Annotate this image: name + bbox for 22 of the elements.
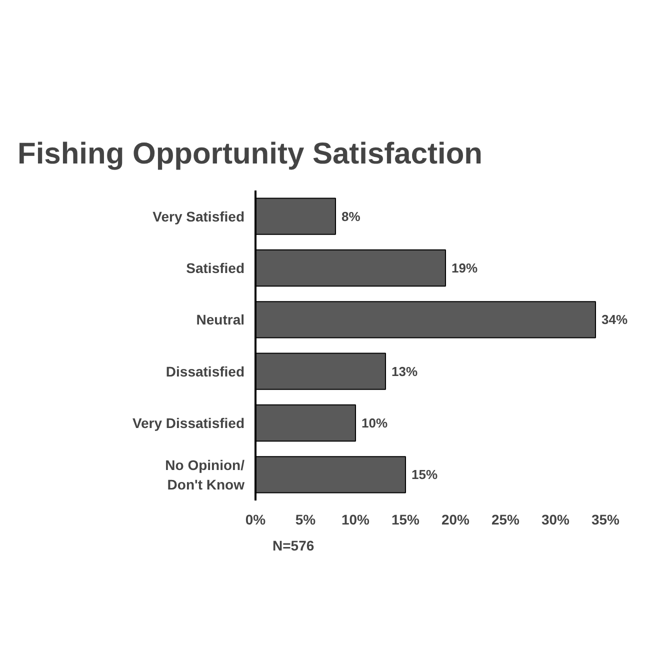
data-label: 8%	[342, 208, 361, 224]
x-tick-label: 25%	[491, 512, 520, 528]
data-label: 19%	[452, 260, 478, 276]
data-label: 34%	[602, 312, 628, 328]
x-tick-label: 10%	[341, 512, 370, 528]
data-label: 15%	[412, 467, 438, 482]
x-tick-label: 0%	[245, 512, 266, 528]
chart-title: Fishing Opportunity Satisfaction	[18, 138, 482, 170]
data-label: 13%	[392, 364, 418, 379]
y-tick-label: Neutral	[196, 312, 244, 328]
y-tick-label: Satisfied	[186, 260, 245, 276]
x-tick-label: 35%	[591, 512, 620, 528]
y-tick-label: Very Satisfied	[152, 208, 244, 224]
x-tick-label: 5%	[295, 512, 316, 528]
x-tick-label: 30%	[541, 512, 570, 528]
y-tick-label: Very Dissatisfied	[132, 415, 244, 431]
data-label: 10%	[362, 416, 388, 430]
y-tick-label: No Opinion/ Don't Know	[165, 457, 245, 492]
y-tick-label: Dissatisfied	[166, 363, 245, 380]
x-tick-label: 20%	[441, 512, 470, 528]
text: N=576	[272, 538, 314, 554]
x-tick-label: 15%	[391, 512, 420, 528]
